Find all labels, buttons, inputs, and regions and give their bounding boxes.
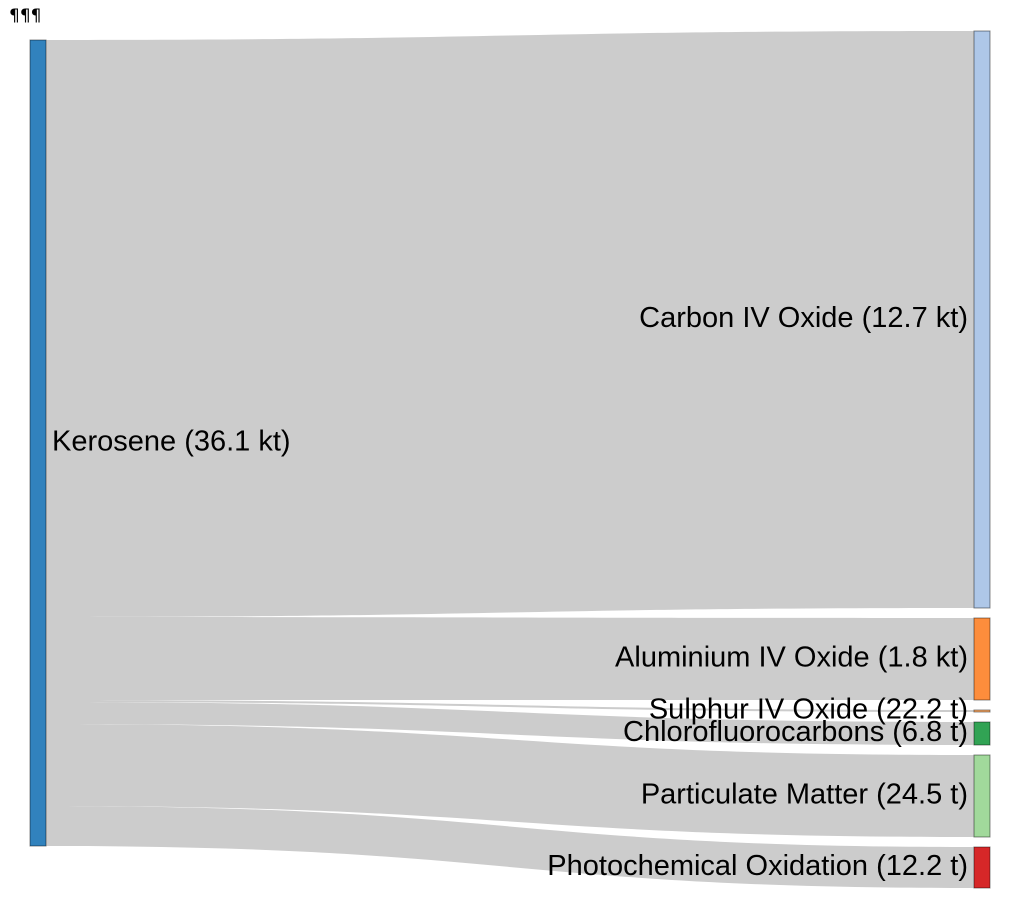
link-pm (46, 724, 974, 837)
node-label-al: Aluminium IV Oxide (1.8 kt) (615, 642, 968, 674)
node-label-cfc: Chlorofluorocarbons (6.8 t) (623, 716, 968, 748)
node-pco (973, 846, 991, 889)
node-so2 (973, 709, 991, 713)
node-label-pco: Photochemical Oxidation (12.2 t) (547, 850, 968, 882)
link-al (46, 617, 974, 700)
links-layer (46, 31, 974, 888)
link-cfc (46, 702, 974, 745)
node-label-co2: Carbon IV Oxide (12.7 kt) (639, 302, 968, 334)
node-co2 (973, 30, 991, 609)
node-label-pm: Particulate Matter (24.5 t) (641, 779, 968, 811)
node-label-so2: Sulphur IV Oxide (22.2 t) (649, 694, 968, 726)
labels-layer: Kerosene (36.1 kt) Carbon IV Oxide (12.7 … (52, 302, 968, 882)
node-pm (973, 754, 991, 838)
nodes-layer (29, 30, 991, 889)
node-cfc (973, 721, 991, 746)
corner-mark: ¶¶¶ (9, 6, 42, 26)
node-kerosene (29, 39, 47, 847)
link-co2 (46, 31, 974, 617)
node-label-kerosene: Kerosene (36.1 kt) (52, 426, 291, 458)
link-so2 (46, 700, 974, 712)
node-al (973, 617, 991, 701)
link-pco (46, 806, 974, 888)
